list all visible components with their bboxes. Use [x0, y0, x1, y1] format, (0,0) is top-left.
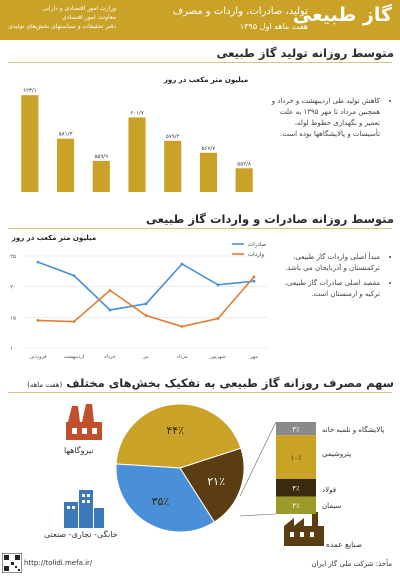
section1-title: متوسط روزانه تولید گاز طبیعی	[217, 46, 394, 60]
x-tick-label: شهریور	[209, 354, 226, 360]
stack-segment	[276, 496, 316, 514]
organization-block: وزارت امور اقتصادی و دارایی معاونت امور …	[6, 4, 116, 31]
pie-slice	[115, 463, 215, 533]
section2-title: متوسط روزانه صادرات و واردات گاز طبیعی	[146, 212, 394, 226]
stack-value-label: ۱۰٪	[290, 454, 302, 462]
stack-value-label: ۴٪	[292, 485, 300, 493]
org-line: دفتر تحقیقات و سیاستهای بخش‌های تولیدی	[8, 23, 116, 30]
buildings-label: خانگی- تجاری- صنعتی	[44, 530, 118, 539]
pie-slice	[115, 403, 242, 469]
section2-title-text: متوسط روزانه صادرات و واردات گاز طبیعی	[146, 212, 394, 226]
bar-value-label: ۵۶۷/۷	[202, 146, 216, 152]
pie-slice-label: ۴۴٪	[166, 424, 184, 437]
series-point	[36, 260, 40, 264]
org-line: وزارت امور اقتصادی و دارایی	[42, 5, 116, 12]
bar-value-label: ۶۲۳/۱	[23, 88, 37, 94]
stack-label: سیمان	[322, 502, 342, 510]
series-point	[216, 317, 220, 320]
section1-rule	[8, 62, 392, 63]
line-chart-title: میلیون متر مکعب در روز	[11, 234, 96, 242]
stack-segment	[276, 422, 316, 436]
consumption-pie-chart: ۴۴٪ ۲۱٪ ۳۵٪	[115, 403, 245, 533]
series-point	[180, 325, 184, 328]
section3-title-text: سهم مصرف روزانه گاز طبیعی به تفکیک بخش‌ه…	[66, 376, 394, 390]
series-point	[108, 308, 112, 312]
bar-value-label: ۵۵۲/۸	[237, 161, 251, 167]
bar-value-label: ۶۰۱/۷	[130, 110, 144, 116]
org-line: معاونت امور اقتصادی	[62, 14, 116, 21]
note-item: کاهش تولید طی اردیبهشت و خرداد و همچنین …	[268, 96, 380, 140]
factory-label: صنایع عمده	[326, 540, 363, 549]
y-tick-label: ۲۰	[10, 285, 16, 291]
header-banner	[0, 0, 400, 40]
x-tick-label: اردیبهشت	[64, 354, 85, 360]
series-point	[216, 283, 220, 287]
legend-label: واردات	[248, 252, 264, 258]
x-tick-label: تیر	[142, 354, 149, 360]
note-item: مبدأ اصلی واردات گاز طبیعی، ترکمنستان و …	[268, 252, 380, 274]
bar	[128, 117, 146, 192]
source-note: مأخذ: شرکت ملی گاز ایران	[311, 560, 392, 568]
section3-title-note: (هفت ماهه)	[27, 381, 63, 389]
bar-value-label: ۵۷۹/۲	[166, 134, 180, 140]
series-point	[108, 288, 112, 292]
x-tick-label: خرداد	[104, 354, 116, 360]
trade-line-chart: میلیون متر مکعب در روز ۱۰ ۱۵ ۲۰ ۲۵ فروردین ارد…	[10, 234, 268, 360]
qr-code-icon[interactable]	[2, 553, 22, 573]
page-subtitle: تولید، صادرات، واردات و مصرف	[172, 6, 308, 17]
buildings-icon	[64, 490, 104, 528]
connector-line	[240, 513, 277, 517]
section3-rule	[8, 392, 392, 393]
bar	[92, 160, 110, 192]
bar	[57, 138, 75, 192]
footer-url-link[interactable]: http://tolidi.mefa.ir/	[24, 559, 93, 567]
production-bar-chart: میلیون متر مکعب در روز ۶۲۳/۱ ۵۸۱/۳ ۵۵۹/۹ ۶۰۱…	[21, 76, 253, 192]
y-tick-label: ۲۵	[10, 254, 16, 260]
series-point	[180, 262, 184, 266]
factory-icon	[284, 512, 324, 546]
section3-title: سهم مصرف روزانه گاز طبیعی به تفکیک بخش‌ه…	[27, 376, 394, 390]
power-plant-label: نیروگاهها	[64, 446, 94, 455]
section1-title-text: متوسط روزانه تولید گاز طبیعی	[216, 46, 394, 60]
bar	[164, 140, 182, 192]
series-point	[252, 279, 256, 283]
page-title: گاز طبیعی	[292, 4, 392, 26]
series-point	[36, 319, 40, 322]
section2-rule	[8, 228, 392, 229]
series-point	[144, 314, 148, 317]
x-tick-label: مرداد	[176, 354, 188, 360]
note-item: مقصد اصلی صادرات گاز طبیعی، ترکیه و ارمن…	[268, 278, 380, 300]
x-tick-label: فروردین	[29, 354, 47, 360]
pie-slice	[179, 447, 245, 523]
page-period: هفت ماهه اول ۱۳۹۵	[239, 22, 308, 31]
bar	[21, 95, 39, 192]
stack-label: فولاد	[322, 486, 337, 494]
stack-value-label: ۳٪	[292, 426, 300, 434]
series-point	[144, 302, 148, 306]
bar	[199, 152, 217, 192]
stack-label: پتروشیمی	[322, 450, 352, 458]
series-point	[72, 274, 76, 278]
bar-value-label: ۵۵۹/۹	[94, 154, 108, 160]
y-tick-label: ۱۵	[10, 315, 16, 321]
section1-notes: کاهش تولید طی اردیبهشت و خرداد و همچنین …	[268, 96, 390, 144]
power-plant-icon	[66, 404, 102, 440]
bar-value-label: ۵۸۱/۳	[59, 132, 73, 138]
y-tick-label: ۱۰	[10, 346, 16, 352]
stack-segment	[276, 435, 316, 479]
bar	[235, 168, 253, 192]
connector-line	[240, 421, 277, 497]
legend-label: صادرات	[248, 242, 266, 248]
stack-label: پالایشگاه و تلمبه خانه	[322, 426, 385, 434]
series-point	[72, 320, 76, 324]
pie-slice-label: ۲۱٪	[207, 475, 225, 488]
series-point	[252, 275, 256, 279]
pie-slice-label: ۳۵٪	[152, 495, 170, 508]
stack-value-label: ۴٪	[292, 502, 300, 510]
x-tick-label: مهر	[249, 354, 258, 360]
stack-segment	[276, 478, 316, 497]
bar-chart-title: میلیون متر مکعب در روز	[163, 76, 248, 84]
industry-stack-chart: ۳٪ ۱۰٪ ۴٪ ۴٪	[240, 421, 316, 517]
section2-notes: مبدأ اصلی واردات گاز طبیعی، ترکمنستان و …	[268, 252, 390, 304]
